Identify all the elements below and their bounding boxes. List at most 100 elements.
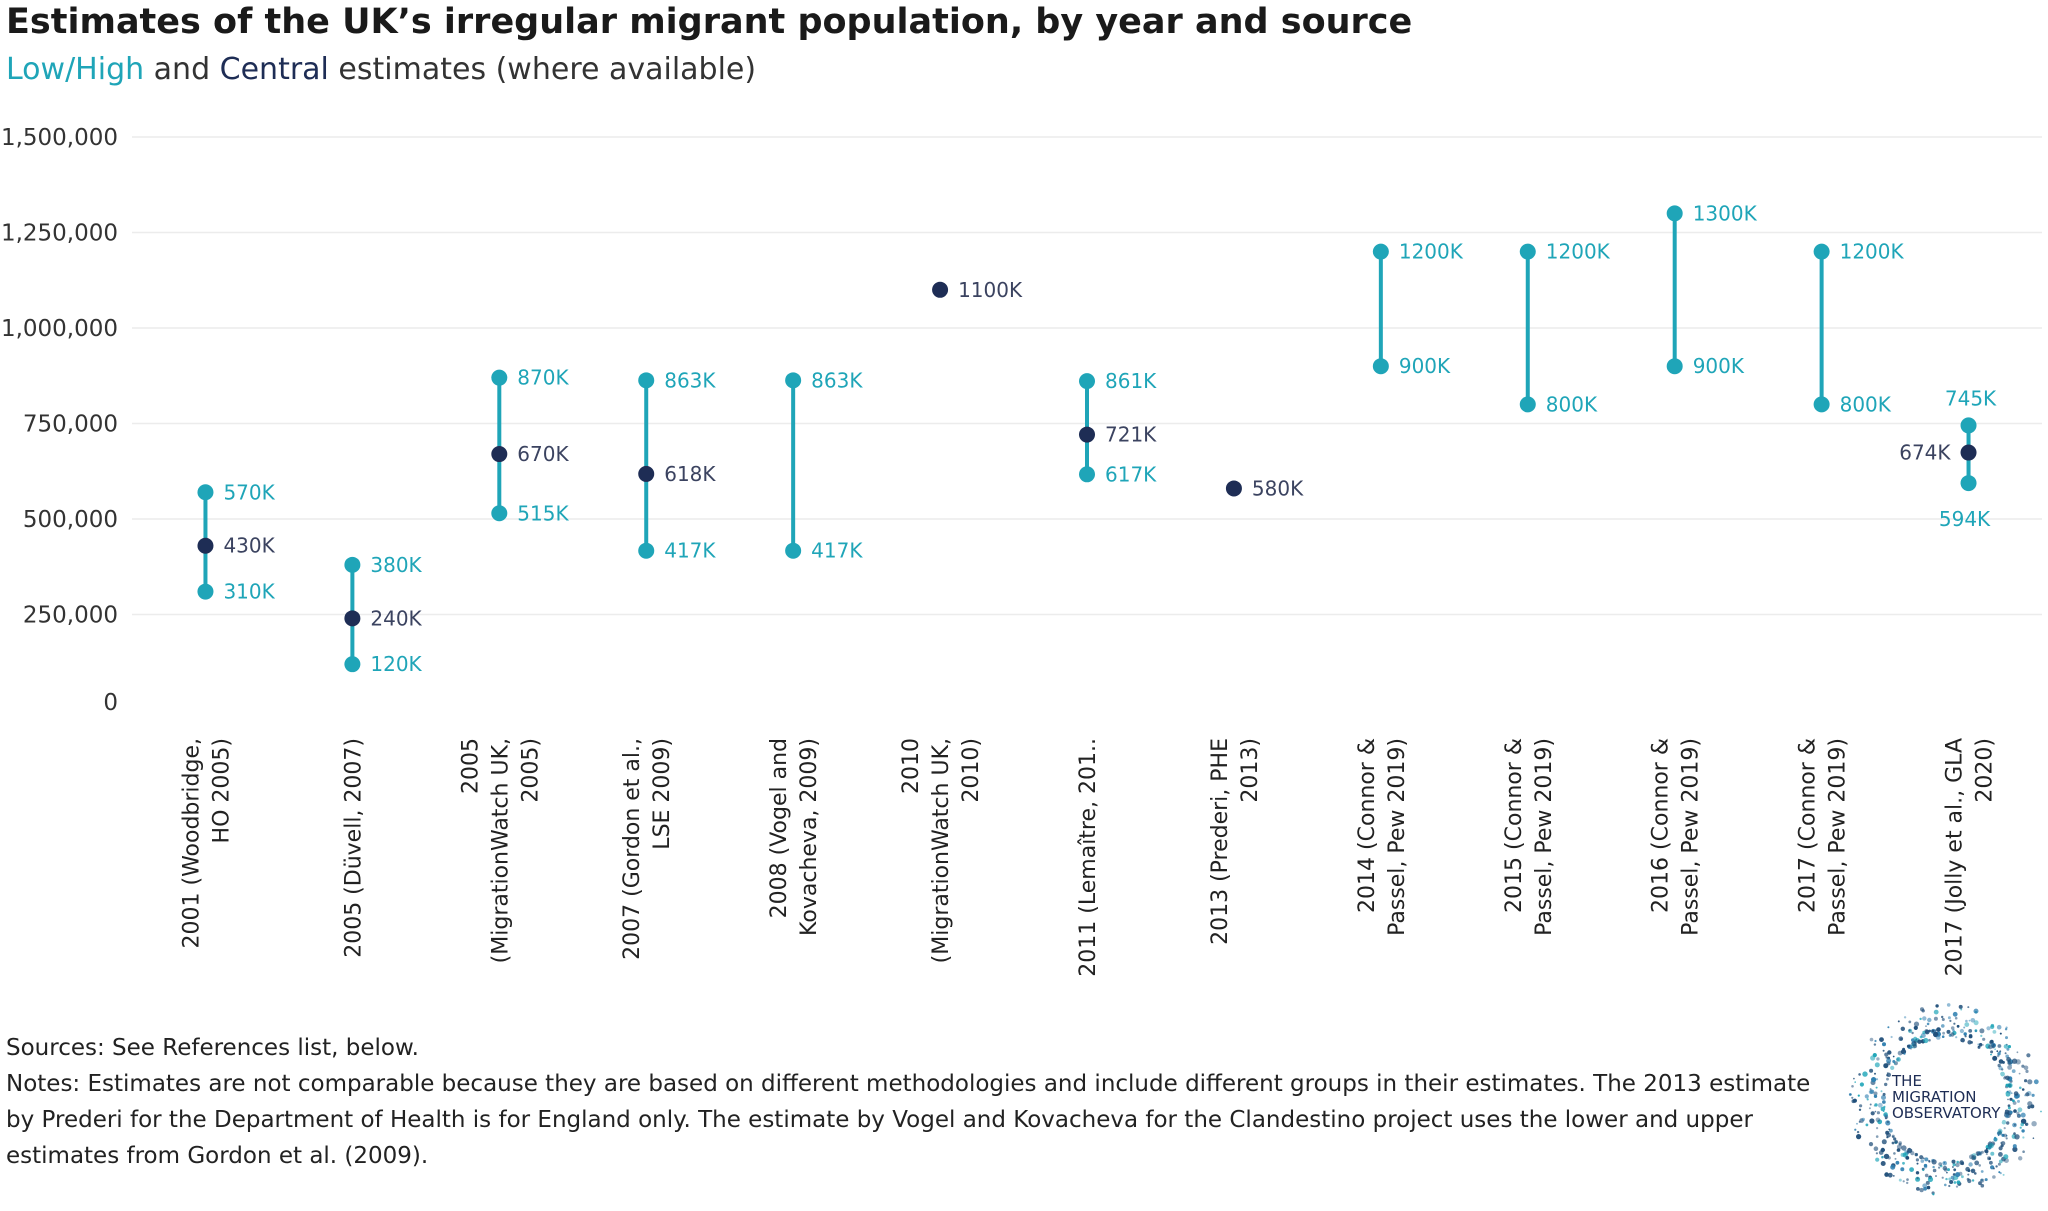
low-point — [344, 656, 361, 673]
low-point — [1666, 358, 1683, 375]
high-point — [1519, 243, 1536, 260]
high-label: 745K — [1945, 386, 1997, 410]
x-category-label-line: 2020) — [1973, 738, 1998, 803]
logo-dot — [2005, 1075, 2010, 1081]
logo-dot — [1965, 1019, 1968, 1023]
logo-dot — [1884, 1052, 1889, 1057]
logo-dot — [2021, 1129, 2025, 1133]
logo-dot — [1857, 1094, 1860, 1097]
high-point — [197, 484, 214, 501]
logo-dot — [1883, 1063, 1889, 1069]
logo-dot — [1968, 1033, 1973, 1038]
logo-dot — [1853, 1077, 1855, 1080]
logo-dot — [1978, 1164, 1981, 1167]
logo-dot — [1955, 1185, 1959, 1188]
logo-dot — [2012, 1144, 2017, 1149]
logo-dot — [1878, 1150, 1884, 1155]
logo-dot — [1980, 1034, 1983, 1037]
logo-dot — [2013, 1132, 2016, 1135]
logo-dot — [1874, 1072, 1876, 1075]
logo-dot — [1868, 1107, 1871, 1110]
logo-dot — [1919, 1187, 1924, 1193]
logo-dot — [1925, 1180, 1930, 1185]
logo-dot — [1960, 1037, 1965, 1043]
logo-dot — [1936, 1035, 1941, 1040]
logo-dot — [1998, 1159, 2003, 1164]
logo-dot — [1995, 1165, 1998, 1168]
logo-dot — [1984, 1178, 1988, 1182]
logo-dot — [1861, 1117, 1865, 1122]
logo-dot — [2030, 1104, 2035, 1109]
high-label: 863K — [664, 368, 716, 392]
logo-dot — [1872, 1053, 1877, 1058]
logo-dot — [1859, 1082, 1864, 1087]
logo-dot — [2005, 1137, 2008, 1140]
high-point — [785, 372, 802, 389]
logo-dot — [1922, 1016, 1927, 1021]
x-category-label-line: 2007 (Gordon et al., — [620, 738, 645, 960]
logo-dot — [1876, 1057, 1880, 1061]
logo-dot — [1851, 1096, 1854, 1099]
logo-dot — [1997, 1044, 2002, 1048]
logo-dot — [2001, 1068, 2004, 1071]
logo-dot — [1906, 1044, 1911, 1048]
logo-dot — [1902, 1180, 1905, 1183]
logo-dot — [1906, 1151, 1910, 1155]
logo-dot — [1884, 1117, 1888, 1120]
logo-dot — [1967, 1173, 1970, 1176]
logo-dot — [2020, 1112, 2026, 1118]
low-label: 594K — [1939, 507, 1991, 531]
central-label: 430K — [223, 534, 275, 558]
logo-dot — [1974, 1160, 1980, 1166]
logo-dot — [1887, 1050, 1892, 1055]
logo-dot — [2027, 1079, 2033, 1085]
logo-dot — [1873, 1091, 1878, 1096]
logo-dot — [1951, 1159, 1956, 1164]
logo-dot — [1967, 1040, 1972, 1045]
logo-dot — [1923, 1186, 1927, 1191]
logo-dot — [1876, 1127, 1879, 1130]
central-label: 240K — [370, 606, 422, 630]
logo-dot — [1890, 1035, 1893, 1039]
high-label: 570K — [223, 480, 275, 504]
logo-dot — [2023, 1065, 2029, 1071]
logo-dot — [1955, 1162, 1960, 1168]
logo-dot — [1933, 1016, 1938, 1021]
logo-dot — [1928, 1038, 1931, 1042]
low-label: 417K — [664, 539, 716, 563]
logo-dot — [1873, 1094, 1878, 1098]
x-category-label: 2005 (MigrationWatch UK, 2005) — [458, 738, 543, 963]
logo-dot — [2005, 1091, 2011, 1097]
low-label: 617K — [1105, 462, 1157, 486]
logo-dot — [1893, 1152, 1896, 1155]
logo-dot — [1924, 1029, 1930, 1035]
logo-dot — [1895, 1160, 1900, 1165]
logo-dot — [1954, 1016, 1958, 1020]
high-label: 1300K — [1693, 201, 1758, 225]
logo-dot — [1984, 1149, 1988, 1153]
logo-dot — [1902, 1161, 1905, 1165]
logo-dot — [2010, 1092, 2013, 1095]
logo-dot — [1906, 1178, 1909, 1181]
logo-dot — [2016, 1051, 2019, 1054]
logo-dot — [1996, 1024, 2002, 1030]
logo-dot — [1951, 1166, 1954, 1168]
logo-dot — [2003, 1044, 2009, 1049]
logo-dot — [2040, 1110, 2042, 1113]
logo-dot — [1881, 1155, 1884, 1159]
logo-dot — [1890, 1164, 1896, 1170]
logo-dot — [1980, 1183, 1985, 1188]
x-category-label: 2014 (Connor & Passel, Pew 2019) — [1355, 738, 1410, 936]
logo-dot — [2007, 1060, 2012, 1066]
logo-dot — [1989, 1160, 1993, 1165]
logo-dot — [1973, 1008, 1979, 1014]
x-category-label: 2007 (Gordon et al., LSE 2009) — [620, 738, 675, 960]
central-label: 618K — [664, 462, 716, 486]
central-label: 674K — [1899, 441, 1951, 465]
logo-dot — [1997, 1162, 2001, 1166]
chart-title: Estimates of the UK’s irregular migrant … — [6, 2, 1413, 42]
logo-dot — [1876, 1111, 1880, 1115]
logo-dot — [1869, 1088, 1872, 1091]
high-point — [638, 372, 655, 389]
logo-dot — [1949, 1019, 1952, 1022]
